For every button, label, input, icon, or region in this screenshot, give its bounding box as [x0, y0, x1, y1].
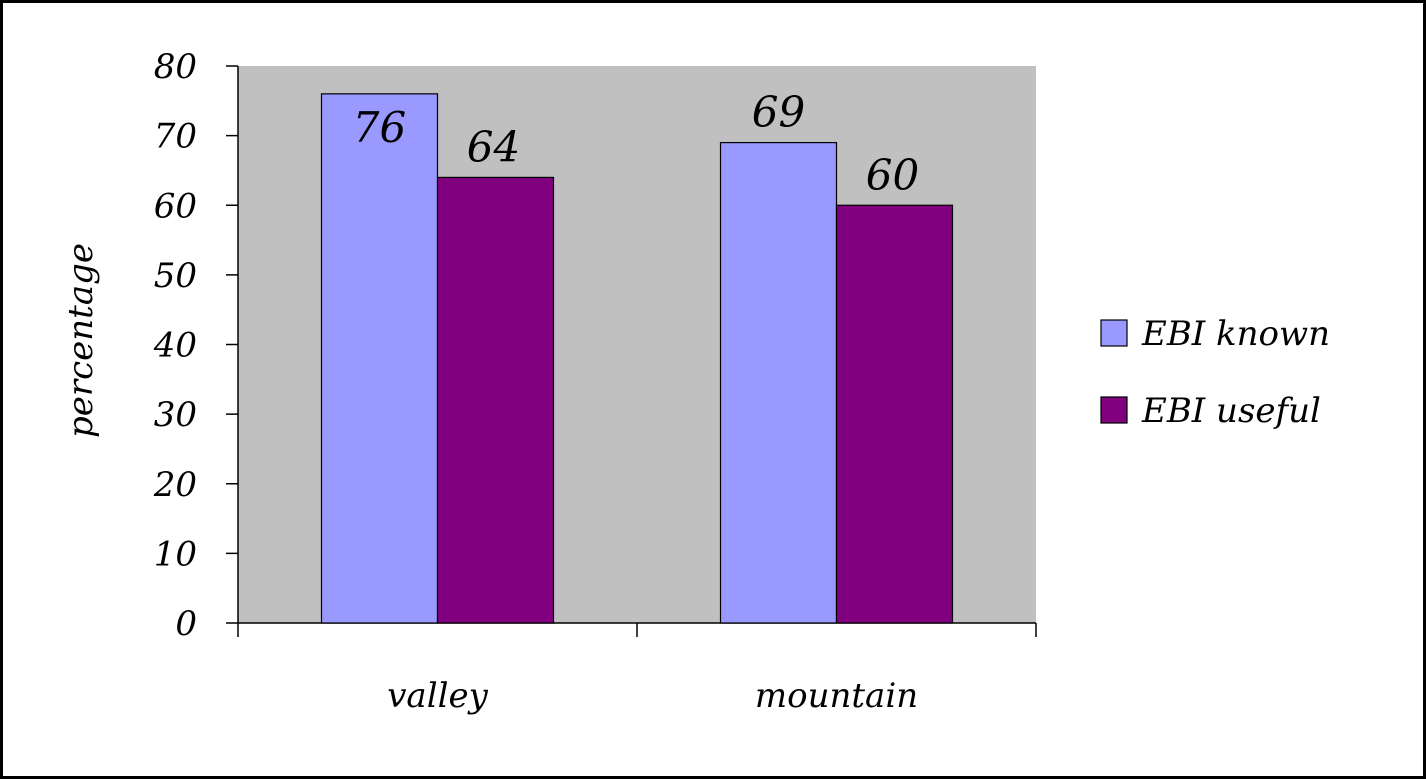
data-label: 60 — [866, 150, 919, 199]
legend-label: EBI known — [1141, 314, 1330, 354]
legend-swatch-ebi-known — [1100, 319, 1128, 347]
y-tick-label: 20 — [153, 465, 197, 505]
data-label: 69 — [752, 88, 805, 137]
y-tick-label: 60 — [154, 186, 197, 226]
x-category-label: mountain — [755, 676, 918, 716]
y-tick-label: 80 — [154, 47, 197, 87]
y-axis: 0 10 20 30 40 50 60 70 80 — [153, 47, 239, 644]
bar-ebi-useful — [436, 176, 555, 624]
bar-ebi-useful — [835, 204, 954, 624]
data-label: 76 — [353, 103, 406, 152]
data-labels: 76 64 69 60 — [353, 88, 919, 200]
y-tick-label: 10 — [154, 534, 197, 574]
y-tick-label: 50 — [154, 256, 197, 296]
y-axis-title: percentage — [61, 243, 101, 438]
x-category-label: valley — [387, 676, 488, 716]
y-tick-label: 70 — [154, 117, 197, 157]
bars — [320, 93, 954, 624]
y-tick-label: 30 — [154, 395, 197, 435]
bar-ebi-known — [719, 141, 838, 624]
y-tick-label: 40 — [153, 326, 197, 366]
legend-swatch-ebi-useful — [1100, 396, 1128, 424]
legend-label: EBI useful — [1141, 391, 1321, 431]
y-tick-label: 0 — [175, 604, 197, 644]
bar-ebi-known — [320, 93, 439, 624]
legend: EBI known EBI useful — [1100, 314, 1330, 431]
x-axis: valley mountain — [237, 622, 1037, 716]
data-label: 64 — [467, 122, 520, 171]
